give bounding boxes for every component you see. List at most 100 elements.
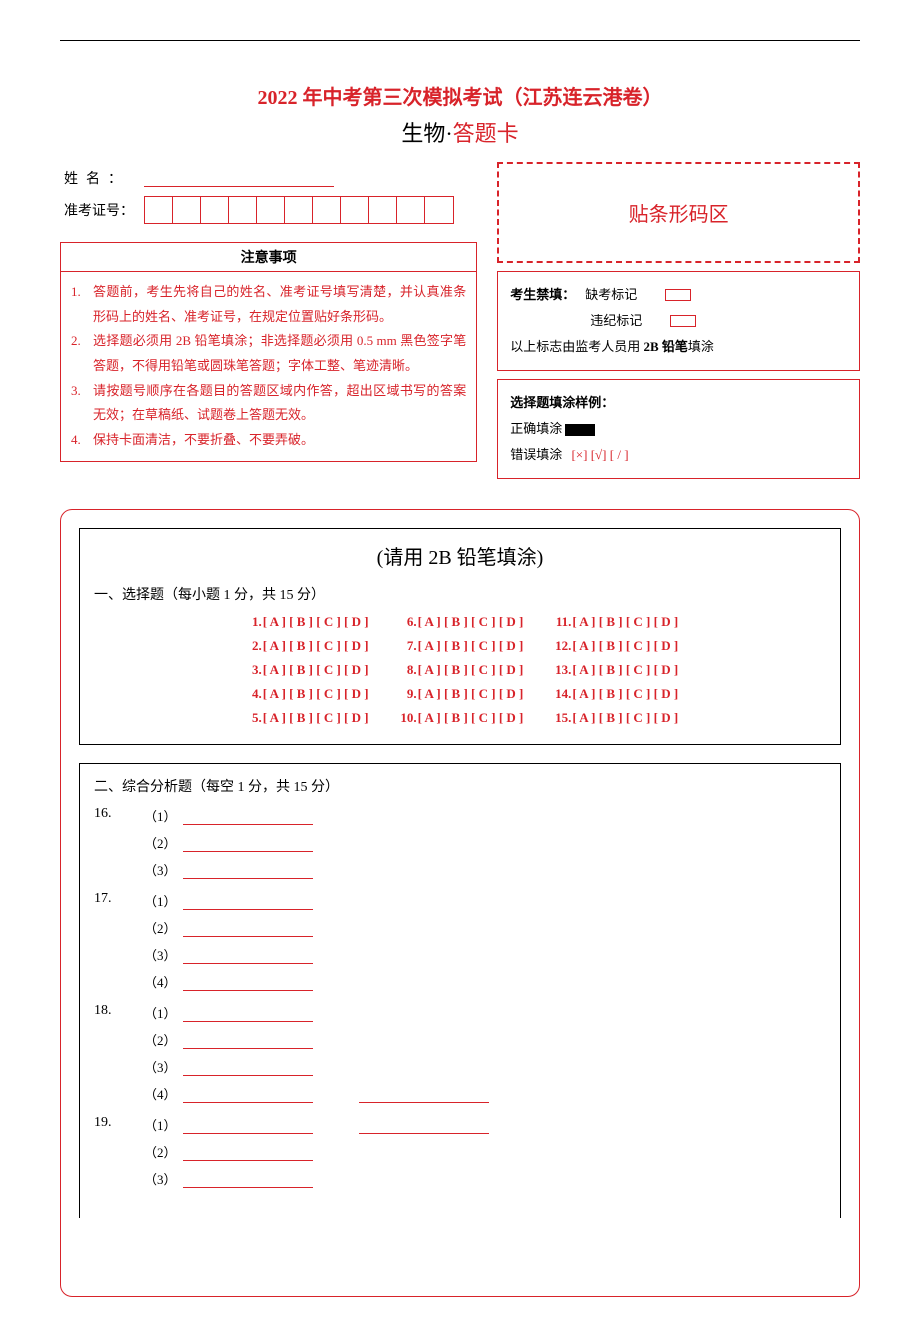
analysis-section-title: 二、综合分析题（每空 1 分，共 15 分） bbox=[94, 776, 826, 796]
mc-options[interactable]: [ A ] [ B ] [ C ] [ D ] bbox=[572, 686, 678, 701]
mc-options[interactable]: [ A ] [ B ] [ C ] [ D ] bbox=[263, 638, 369, 653]
mc-options[interactable]: [ A ] [ B ] [ C ] [ D ] bbox=[263, 662, 369, 677]
top-row: 姓名： 准考证号： 注意事项 1.答题前，考生先将自己的姓名、准考证号填写清楚，… bbox=[60, 162, 860, 479]
mc-qnum: 5. bbox=[242, 710, 262, 726]
mc-qnum: 2. bbox=[242, 638, 262, 654]
id-box[interactable] bbox=[257, 197, 285, 223]
answer-blank[interactable] bbox=[183, 975, 313, 991]
mc-row[interactable]: 11.[ A ] [ B ] [ C ] [ D ] bbox=[551, 614, 678, 630]
id-box[interactable] bbox=[145, 197, 173, 223]
id-box[interactable] bbox=[397, 197, 425, 223]
sub-label: （3） bbox=[144, 945, 177, 964]
mc-row[interactable]: 3.[ A ] [ B ] [ C ] [ D ] bbox=[242, 662, 369, 678]
mc-qnum: 8. bbox=[397, 662, 417, 678]
mc-options[interactable]: [ A ] [ B ] [ C ] [ D ] bbox=[418, 710, 524, 725]
id-box[interactable] bbox=[229, 197, 257, 223]
id-box[interactable] bbox=[341, 197, 369, 223]
answer-blank[interactable] bbox=[183, 809, 313, 825]
violation-mark[interactable] bbox=[670, 315, 696, 327]
mc-row[interactable]: 1.[ A ] [ B ] [ C ] [ D ] bbox=[242, 614, 369, 630]
mc-row[interactable]: 7.[ A ] [ B ] [ C ] [ D ] bbox=[397, 638, 524, 654]
notice-item: 2.选择题必须用 2B 铅笔填涂；非选择题必须用 0.5 mm 黑色签字笔答题，… bbox=[71, 329, 466, 378]
mc-options[interactable]: [ A ] [ B ] [ C ] [ D ] bbox=[418, 662, 524, 677]
sub-title: 生物·答题卡 bbox=[60, 116, 860, 148]
mc-row[interactable]: 8.[ A ] [ B ] [ C ] [ D ] bbox=[397, 662, 524, 678]
id-box[interactable] bbox=[173, 197, 201, 223]
answer-blank[interactable] bbox=[183, 1087, 313, 1103]
mc-row[interactable]: 15.[ A ] [ B ] [ C ] [ D ] bbox=[551, 710, 678, 726]
answer-blank[interactable] bbox=[183, 1118, 313, 1134]
answer-blank[interactable] bbox=[183, 1145, 313, 1161]
notice-item: 4.保持卡面清洁，不要折叠、不要弄破。 bbox=[71, 428, 466, 453]
violation-row: 违纪标记 bbox=[510, 308, 847, 334]
forbid-box: 考生禁填： 缺考标记 违纪标记 以上标志由监考人员用 2B 铅笔填涂 bbox=[497, 271, 860, 371]
mc-options[interactable]: [ A ] [ B ] [ C ] [ D ] bbox=[572, 614, 678, 629]
sub-label: （1） bbox=[144, 891, 177, 910]
mc-row[interactable]: 13.[ A ] [ B ] [ C ] [ D ] bbox=[551, 662, 678, 678]
mc-qnum: 11. bbox=[551, 614, 571, 630]
id-box[interactable] bbox=[285, 197, 313, 223]
mc-options[interactable]: [ A ] [ B ] [ C ] [ D ] bbox=[572, 638, 678, 653]
id-box[interactable] bbox=[313, 197, 341, 223]
analysis-question: 18.（1）（2）（3）（4） bbox=[94, 1003, 826, 1111]
pencil-title: (请用 2B 铅笔填涂) bbox=[94, 541, 826, 570]
mc-row[interactable]: 12.[ A ] [ B ] [ C ] [ D ] bbox=[551, 638, 678, 654]
mc-row[interactable]: 2.[ A ] [ B ] [ C ] [ D ] bbox=[242, 638, 369, 654]
analysis-subrow: （3） bbox=[144, 1057, 826, 1076]
mc-options[interactable]: [ A ] [ B ] [ C ] [ D ] bbox=[263, 686, 369, 701]
mc-row[interactable]: 5.[ A ] [ B ] [ C ] [ D ] bbox=[242, 710, 369, 726]
answer-blank[interactable] bbox=[183, 863, 313, 879]
mc-options[interactable]: [ A ] [ B ] [ C ] [ D ] bbox=[418, 638, 524, 653]
forbid-note-post: 填涂 bbox=[688, 339, 714, 354]
mc-options[interactable]: [ A ] [ B ] [ C ] [ D ] bbox=[572, 710, 678, 725]
mc-qnum: 12. bbox=[551, 638, 571, 654]
sub-label: （1） bbox=[144, 806, 177, 825]
sample-wrong-row: 错误填涂 [×] [√] [ / ] bbox=[510, 442, 847, 468]
id-box[interactable] bbox=[369, 197, 397, 223]
absent-mark[interactable] bbox=[665, 289, 691, 301]
mc-row[interactable]: 4.[ A ] [ B ] [ C ] [ D ] bbox=[242, 686, 369, 702]
mc-options[interactable]: [ A ] [ B ] [ C ] [ D ] bbox=[572, 662, 678, 677]
sample-correct-row: 正确填涂 bbox=[510, 416, 847, 442]
id-box[interactable] bbox=[425, 197, 453, 223]
sub-label: （1） bbox=[144, 1115, 177, 1134]
mc-row[interactable]: 9.[ A ] [ B ] [ C ] [ D ] bbox=[397, 686, 524, 702]
answer-blank[interactable] bbox=[359, 1087, 489, 1103]
answer-blank[interactable] bbox=[183, 921, 313, 937]
analysis-subrow: （4） bbox=[144, 972, 826, 991]
mc-box: (请用 2B 铅笔填涂) 一、选择题（每小题 1 分，共 15 分） 1.[ A… bbox=[79, 528, 841, 745]
forbid-title-row: 考生禁填： 缺考标记 bbox=[510, 282, 847, 308]
mc-row[interactable]: 6.[ A ] [ B ] [ C ] [ D ] bbox=[397, 614, 524, 630]
mc-row[interactable]: 10.[ A ] [ B ] [ C ] [ D ] bbox=[397, 710, 524, 726]
name-blank[interactable] bbox=[144, 169, 334, 187]
mc-options[interactable]: [ A ] [ B ] [ C ] [ D ] bbox=[263, 710, 369, 725]
answer-blank[interactable] bbox=[183, 1172, 313, 1188]
id-boxes[interactable] bbox=[144, 196, 454, 224]
name-row: 姓名： bbox=[64, 168, 473, 188]
mc-qnum: 9. bbox=[397, 686, 417, 702]
answer-blank[interactable] bbox=[183, 1060, 313, 1076]
id-box[interactable] bbox=[201, 197, 229, 223]
forbid-title: 考生禁填： bbox=[510, 282, 575, 308]
analysis-subs: （1）（2）（3） bbox=[144, 806, 826, 887]
mc-options[interactable]: [ A ] [ B ] [ C ] [ D ] bbox=[263, 614, 369, 629]
mc-options[interactable]: [ A ] [ B ] [ C ] [ D ] bbox=[418, 686, 524, 701]
answer-blank[interactable] bbox=[183, 836, 313, 852]
answer-blank[interactable] bbox=[183, 1033, 313, 1049]
analysis-subs: （1）（2）（3）（4） bbox=[144, 1003, 826, 1111]
sub-label: （3） bbox=[144, 1057, 177, 1076]
sample-wrong-label: 错误填涂 bbox=[510, 447, 562, 462]
answer-blank[interactable] bbox=[183, 948, 313, 964]
answer-blank[interactable] bbox=[183, 1006, 313, 1022]
analysis-subrow: （2） bbox=[144, 1030, 826, 1049]
analysis-subrow: （2） bbox=[144, 833, 826, 852]
id-label: 准考证号： bbox=[64, 200, 144, 220]
analysis-qnum: 17. bbox=[94, 891, 124, 999]
mc-row[interactable]: 14.[ A ] [ B ] [ C ] [ D ] bbox=[551, 686, 678, 702]
analysis-subrow: （3） bbox=[144, 1169, 826, 1188]
notice-header: 注意事项 bbox=[61, 243, 476, 272]
answer-blank[interactable] bbox=[359, 1118, 489, 1134]
forbid-note: 以上标志由监考人员用 2B 铅笔填涂 bbox=[510, 334, 847, 360]
mc-options[interactable]: [ A ] [ B ] [ C ] [ D ] bbox=[418, 614, 524, 629]
answer-blank[interactable] bbox=[183, 894, 313, 910]
